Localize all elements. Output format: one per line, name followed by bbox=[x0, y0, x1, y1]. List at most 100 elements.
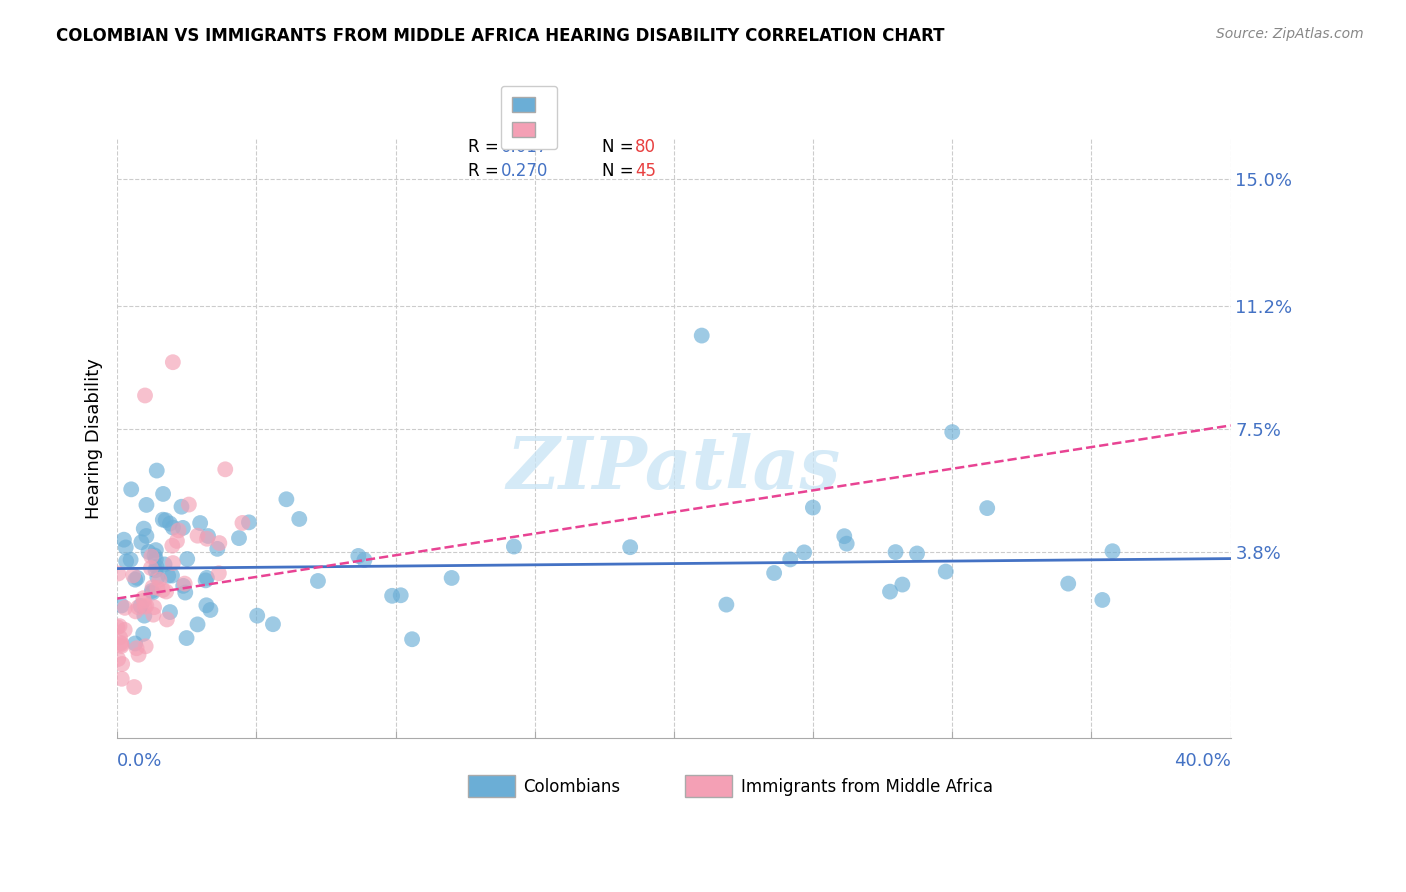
Point bbox=[153, 558, 176, 572]
Point bbox=[135, 640, 157, 654]
Point bbox=[131, 535, 153, 549]
Point bbox=[110, 637, 132, 651]
Point bbox=[200, 603, 222, 617]
Text: Colombians: Colombians bbox=[523, 779, 620, 797]
Point bbox=[107, 620, 129, 634]
Point bbox=[1091, 593, 1114, 607]
Legend: , : , bbox=[502, 87, 557, 149]
Point bbox=[135, 529, 157, 543]
Point bbox=[162, 520, 184, 534]
Point bbox=[160, 568, 183, 582]
Point bbox=[187, 529, 209, 543]
Point bbox=[172, 579, 194, 593]
Point bbox=[145, 543, 167, 558]
Point bbox=[114, 623, 136, 637]
Point bbox=[142, 580, 165, 594]
Point bbox=[135, 498, 157, 512]
Point bbox=[389, 588, 412, 602]
Point bbox=[162, 556, 184, 570]
Point bbox=[157, 568, 180, 582]
Point bbox=[976, 501, 998, 516]
Point bbox=[1101, 544, 1123, 558]
Point bbox=[288, 512, 311, 526]
Point bbox=[107, 566, 129, 581]
Point bbox=[793, 545, 815, 559]
Point bbox=[114, 541, 136, 555]
Point bbox=[145, 563, 167, 577]
Point bbox=[307, 574, 329, 588]
Text: 0.270: 0.270 bbox=[502, 162, 548, 180]
Point bbox=[114, 600, 136, 615]
Point bbox=[110, 599, 132, 613]
Point bbox=[120, 553, 142, 567]
Point bbox=[132, 522, 155, 536]
Point bbox=[107, 652, 129, 666]
Point bbox=[716, 598, 738, 612]
Point bbox=[879, 584, 901, 599]
Point bbox=[159, 516, 181, 531]
Point bbox=[108, 619, 131, 633]
Text: 0.0%: 0.0% bbox=[117, 752, 163, 770]
Point bbox=[122, 680, 145, 694]
Point bbox=[115, 554, 138, 568]
Point bbox=[262, 617, 284, 632]
Point bbox=[141, 583, 163, 598]
Point bbox=[146, 581, 169, 595]
Text: R =: R = bbox=[468, 162, 503, 180]
Point bbox=[156, 612, 179, 626]
Point bbox=[111, 672, 134, 686]
Point bbox=[195, 532, 218, 546]
Point bbox=[619, 540, 641, 554]
Text: Source: ZipAtlas.com: Source: ZipAtlas.com bbox=[1216, 27, 1364, 41]
Point bbox=[173, 576, 195, 591]
Point bbox=[188, 516, 211, 530]
Point bbox=[176, 631, 198, 645]
Point bbox=[122, 568, 145, 582]
Text: 45: 45 bbox=[636, 162, 657, 180]
Point bbox=[238, 516, 260, 530]
Text: N =: N = bbox=[602, 162, 638, 180]
Point bbox=[246, 608, 269, 623]
Point bbox=[128, 648, 150, 662]
Point bbox=[347, 549, 370, 563]
Point bbox=[110, 639, 132, 653]
Point bbox=[170, 500, 193, 514]
Point bbox=[194, 574, 217, 588]
Point bbox=[176, 552, 198, 566]
Point bbox=[231, 516, 253, 530]
Point bbox=[138, 545, 160, 559]
Point bbox=[884, 545, 907, 559]
Point bbox=[135, 599, 157, 613]
Point bbox=[155, 584, 177, 599]
Point bbox=[1057, 576, 1080, 591]
Point bbox=[127, 600, 149, 615]
Text: COLOMBIAN VS IMMIGRANTS FROM MIDDLE AFRICA HEARING DISABILITY CORRELATION CHART: COLOMBIAN VS IMMIGRANTS FROM MIDDLE AFRI… bbox=[56, 27, 945, 45]
Point bbox=[134, 388, 156, 402]
Point bbox=[935, 565, 957, 579]
Point bbox=[152, 513, 174, 527]
Point bbox=[381, 589, 404, 603]
Point bbox=[124, 573, 146, 587]
Text: N =: N = bbox=[602, 138, 638, 156]
Point bbox=[174, 585, 197, 599]
Point bbox=[208, 536, 231, 550]
Point bbox=[690, 328, 713, 343]
Point bbox=[197, 529, 219, 543]
Point bbox=[779, 552, 801, 566]
Point bbox=[132, 591, 155, 606]
Point bbox=[124, 636, 146, 650]
Point bbox=[148, 573, 170, 587]
Point bbox=[152, 487, 174, 501]
Point bbox=[143, 600, 166, 615]
Point bbox=[166, 533, 188, 548]
Point bbox=[125, 641, 148, 656]
Point bbox=[132, 627, 155, 641]
Point bbox=[891, 577, 914, 591]
Point bbox=[162, 355, 184, 369]
Point bbox=[353, 553, 375, 567]
Point bbox=[141, 585, 163, 599]
Point bbox=[835, 536, 858, 550]
Text: ZIPatlas: ZIPatlas bbox=[506, 434, 841, 504]
Point bbox=[129, 599, 152, 613]
Point bbox=[214, 462, 236, 476]
